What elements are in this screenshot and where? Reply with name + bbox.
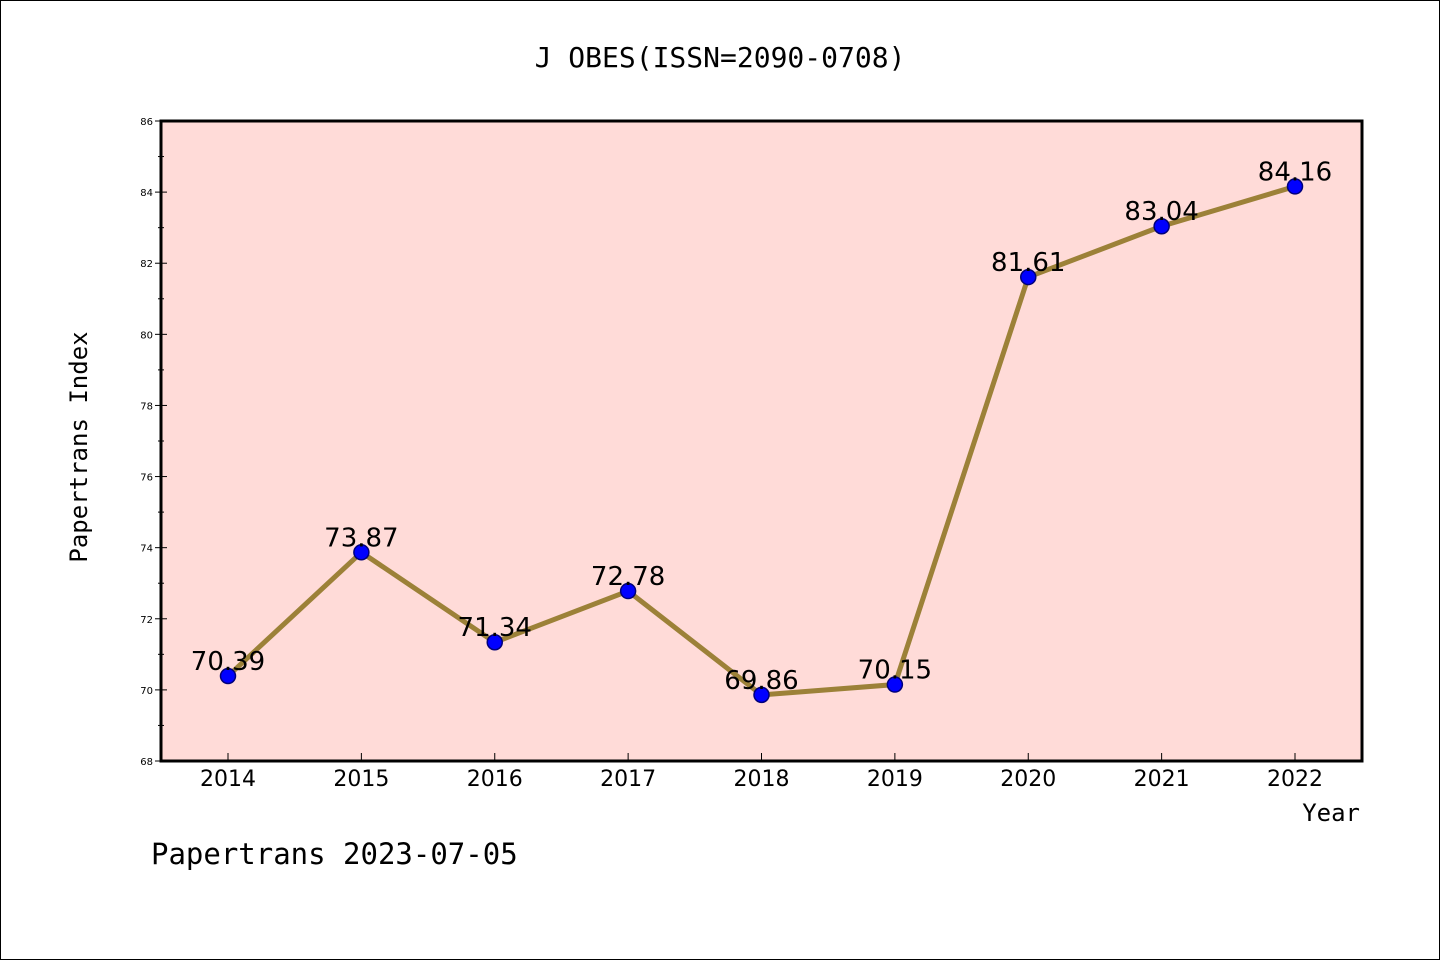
y-axis: 68 70 72 74 76 78 80 82 84 86 <box>140 117 167 768</box>
data-label: 70.15 <box>858 656 932 686</box>
data-label: 70.39 <box>191 647 265 677</box>
x-tick-label: 2014 <box>200 767 256 792</box>
data-label: 81.61 <box>991 248 1065 278</box>
x-tick-label: 2017 <box>600 767 656 792</box>
y-tick-label: 78 <box>140 401 153 412</box>
data-point <box>1286 178 1304 195</box>
chart-title: J OBES(ISSN=2090-0708) <box>535 41 906 74</box>
y-tick-label: 70 <box>140 686 153 697</box>
data-label: 84.16 <box>1258 157 1332 187</box>
data-label: 83.04 <box>1124 197 1198 227</box>
data-point <box>219 667 237 685</box>
x-tick-label: 2020 <box>1000 767 1056 792</box>
x-axis-label: Year <box>1302 799 1360 827</box>
data-label: 73.87 <box>324 523 398 553</box>
data-point <box>753 686 770 704</box>
x-tick-label: 2019 <box>867 767 923 792</box>
data-series: 70.39 73.87 71.34 72.78 69.86 70.15 81.61 83.04… <box>191 157 1332 704</box>
data-point <box>619 582 637 600</box>
x-tick-label: 2021 <box>1134 767 1190 792</box>
data-label: 72.78 <box>591 562 665 592</box>
y-tick-label: 82 <box>140 259 153 270</box>
y-tick-label: 72 <box>140 615 153 626</box>
x-tick-label: 2016 <box>467 767 523 792</box>
x-tick-label: 2022 <box>1267 767 1323 792</box>
y-tick-label: 68 <box>140 757 153 768</box>
x-tick-label: 2015 <box>333 767 389 792</box>
data-point <box>353 544 370 561</box>
data-label: 71.34 <box>458 613 532 643</box>
y-axis-label: Papertrans Index <box>65 331 93 562</box>
x-axis: 2014 2015 2016 2017 2018 2019 2020 2021 2022 <box>200 753 1323 792</box>
data-point <box>1153 217 1170 235</box>
data-point <box>486 633 503 651</box>
footer-text: Papertrans 2023-07-05 <box>151 837 518 871</box>
y-tick-label: 74 <box>140 544 153 555</box>
x-tick-label: 2018 <box>734 767 790 792</box>
data-label: 69.86 <box>724 666 798 696</box>
y-tick-label: 86 <box>140 117 153 128</box>
y-tick-label: 76 <box>140 473 153 484</box>
y-tick-label: 84 <box>140 188 153 199</box>
data-point <box>886 676 904 693</box>
y-tick-label: 80 <box>140 330 153 341</box>
data-point <box>1020 268 1037 286</box>
